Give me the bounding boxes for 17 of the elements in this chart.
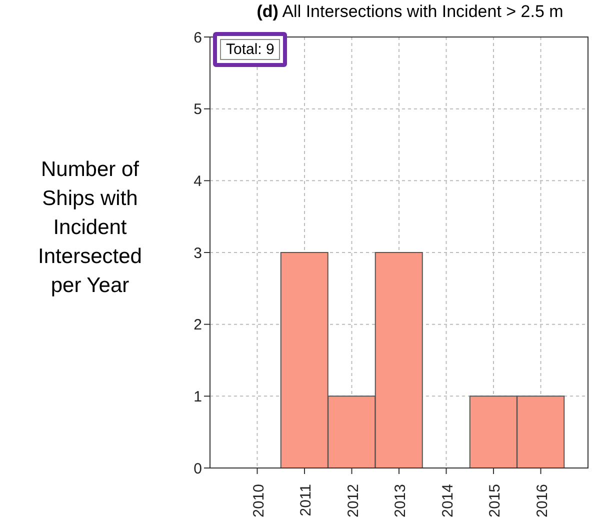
y-tick-label: 0 — [194, 460, 202, 478]
x-tick-label: 2011 — [298, 484, 314, 516]
y-tick-label: 4 — [194, 172, 202, 190]
x-tick-label: 2010 — [250, 484, 268, 517]
y-tick-label: 3 — [194, 244, 202, 262]
y-tick-label: 5 — [194, 101, 202, 118]
y-tick-label: 1 — [194, 388, 202, 406]
x-tick-label: 2012 — [344, 484, 362, 517]
x-tick-label: 2015 — [486, 484, 504, 517]
chart-title: (d) All Intersections with Incident > 2.5 m — [256, 2, 564, 22]
x-tick-label: 2013 — [392, 484, 409, 517]
x-tick-label: 2014 — [439, 484, 456, 517]
annotation: Total: 9 — [220, 39, 280, 60]
x-tick-label: 2016 — [534, 484, 551, 517]
y-tick-label: 6 — [194, 29, 202, 46]
y-tick-label: 2 — [194, 316, 202, 334]
y-axis-title: Number of Ships with Incident Intersected per Year — [37, 157, 143, 299]
